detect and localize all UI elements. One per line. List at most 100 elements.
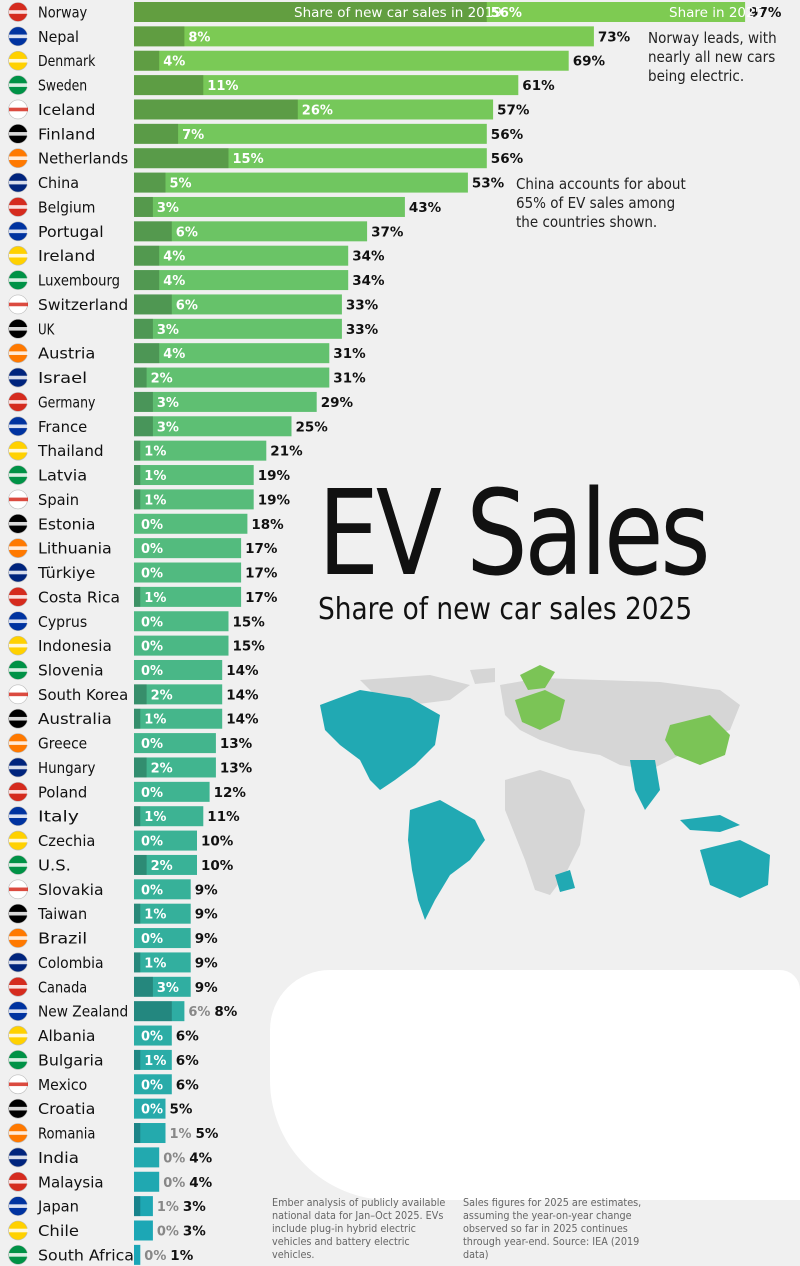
bar-2025	[134, 26, 594, 47]
flag-icon-stripe	[9, 838, 28, 843]
value-label-2019: 26%	[302, 103, 333, 118]
flag-icon-stripe	[9, 375, 28, 380]
bar-2025	[134, 757, 216, 778]
value-label-2025: 61%	[522, 78, 555, 94]
flag-icon-stripe	[9, 521, 28, 526]
value-label-2019: 6%	[176, 298, 198, 313]
value-label-2025: 12%	[214, 785, 247, 801]
country-label: Romania	[38, 1125, 95, 1143]
value-label-2019: 1%	[144, 713, 166, 728]
flag-icon-stripe	[9, 716, 28, 721]
country-label: Iceland	[38, 101, 95, 119]
value-label-2019: 3%	[157, 323, 179, 338]
bar-2019	[134, 489, 141, 510]
value-label-2025: 25%	[296, 419, 329, 435]
bar-2025	[134, 148, 487, 169]
value-label-2025: 19%	[258, 492, 291, 508]
bar-2019	[134, 50, 160, 71]
bar-2025	[134, 1001, 185, 1022]
flag-icon-stripe	[9, 643, 28, 648]
value-label-2019: 11%	[207, 79, 238, 94]
value-label-2025: 10%	[201, 858, 234, 874]
bar-2019	[134, 854, 147, 875]
flag-icon-stripe	[9, 253, 28, 258]
country-label: China	[38, 174, 79, 192]
value-label-2025: 73%	[598, 29, 631, 45]
country-label: Malaysia	[38, 1173, 104, 1191]
value-label-2019: 0%	[141, 542, 163, 557]
bar-2019	[134, 26, 185, 47]
country-label: U.S.	[38, 856, 71, 874]
bar-2025	[134, 879, 191, 900]
flag-icon-stripe	[9, 1131, 28, 1135]
value-label-2025: 3%	[183, 1224, 206, 1240]
value-label-2025: 5%	[196, 1126, 219, 1142]
bar-2019	[134, 270, 160, 291]
flag-icon-stripe	[9, 327, 28, 331]
country-label: Mexico	[38, 1076, 87, 1094]
bar-2025	[134, 586, 242, 607]
bar-2025	[134, 489, 254, 510]
bar-2019	[134, 440, 141, 461]
flag-icon-stripe	[9, 1033, 28, 1038]
bar-2025	[134, 50, 569, 71]
country-label: Belgium	[38, 198, 95, 216]
value-label-2025: 19%	[258, 468, 291, 484]
value-label-2019: 0%	[163, 1176, 185, 1191]
value-label-2025: 6%	[176, 1053, 199, 1069]
flag-icon-stripe	[9, 960, 28, 965]
value-label-2019: 1%	[144, 956, 166, 971]
flag-icon-stripe	[9, 985, 28, 989]
value-label-2025: 37%	[371, 224, 404, 240]
flag-icon-stripe	[9, 448, 28, 453]
value-label-2019: 6%	[176, 225, 198, 240]
bar-2025	[134, 635, 229, 656]
value-label-2019: 4%	[163, 55, 185, 70]
flag-icon-stripe	[9, 668, 28, 672]
flag-icon-stripe	[9, 1204, 28, 1208]
bar-2025	[134, 391, 317, 412]
bar-2025	[134, 903, 191, 924]
country-label: Thailand	[37, 442, 104, 460]
country-label: Colombia	[38, 954, 104, 972]
bar-2019	[134, 318, 153, 339]
bar-2019	[134, 367, 147, 388]
value-label-2025: 43%	[409, 200, 442, 216]
country-label: Austria	[38, 345, 95, 363]
value-label-2019: 1%	[144, 469, 166, 484]
chart-subtitle: Share of new car sales 2025	[318, 592, 693, 627]
value-label-2025: 33%	[346, 322, 379, 338]
value-label-2025: 31%	[333, 371, 366, 387]
bar-2019	[134, 391, 153, 412]
value-label-2019: 1%	[144, 591, 166, 606]
country-label: Italy	[38, 808, 79, 826]
bar-2019	[134, 1123, 141, 1144]
footnote-left: Ember analysis of publicly available nat…	[272, 1197, 446, 1261]
bar-2025	[134, 75, 519, 96]
value-label-2025: 14%	[226, 663, 259, 679]
bar-2019	[134, 708, 141, 729]
value-label-2025: 34%	[352, 273, 385, 289]
bar-2019	[134, 123, 179, 144]
flag-icon-stripe	[9, 765, 28, 770]
flag-icon-stripe	[9, 887, 28, 892]
value-label-2019: 1%	[144, 493, 166, 508]
flag-icon-stripe	[9, 546, 28, 550]
value-label-2019: 4%	[163, 274, 185, 289]
value-label-2025: 9%	[195, 931, 218, 947]
country-label: Latvia	[38, 467, 87, 485]
bar-2025	[134, 684, 223, 705]
bar-2019	[134, 2, 487, 22]
bar-2025	[134, 294, 342, 315]
bar-2025	[134, 659, 223, 680]
value-label-2019: 3%	[157, 420, 179, 435]
country-label: Israel	[38, 369, 87, 387]
flag-icon-stripe	[9, 58, 28, 63]
flag-icon-stripe	[9, 911, 28, 916]
value-label-2025: 17%	[245, 590, 278, 606]
bar-2025	[134, 2, 746, 22]
flag-icon-stripe	[9, 814, 28, 819]
value-label-2019: 1%	[144, 445, 166, 460]
bar-2025	[134, 562, 242, 583]
country-label: Croatia	[38, 1100, 95, 1118]
